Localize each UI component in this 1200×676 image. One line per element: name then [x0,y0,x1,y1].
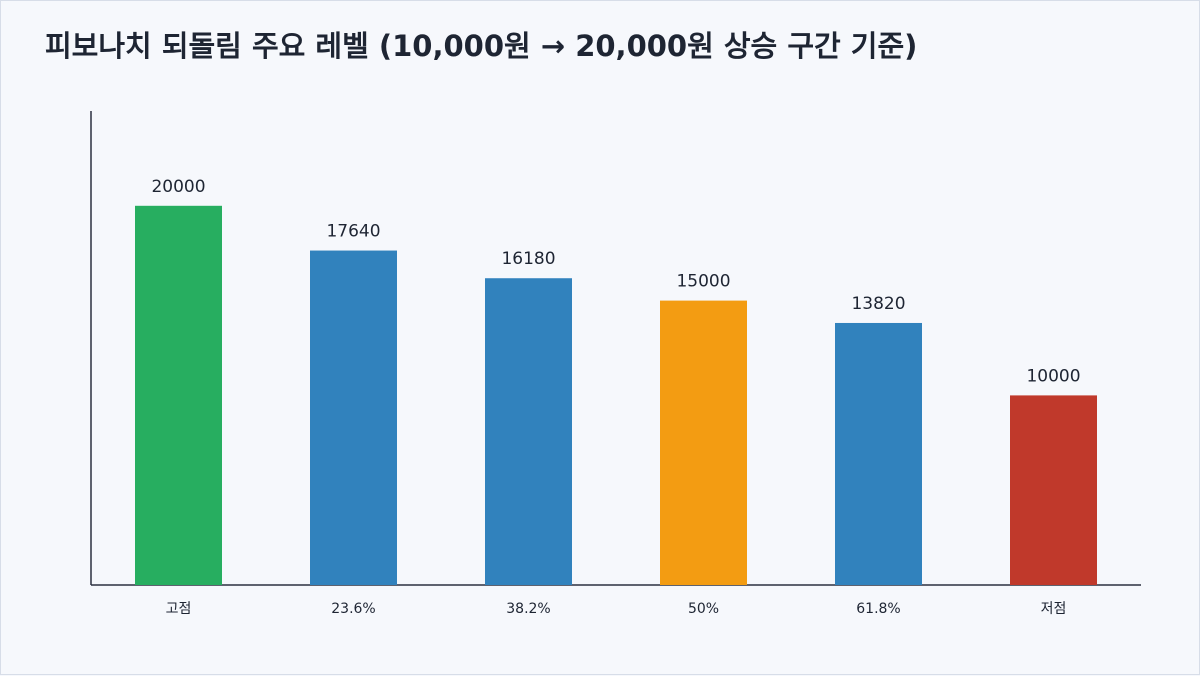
bar-4 [835,322,922,585]
bar-2 [485,278,572,585]
bar-5 [1010,395,1097,585]
data-label-1: 17640 [326,222,380,242]
bar-1 [310,250,397,585]
data-label-0: 20000 [151,177,205,197]
bar-3 [660,300,747,585]
x-tick-label-0: 고점 [166,601,192,617]
data-label-3: 15000 [676,272,730,292]
x-tick-label-3: 50% [688,601,719,617]
x-tick-label-2: 38.2% [506,601,550,617]
x-tick-label-1: 23.6% [331,601,375,617]
bar-0 [135,205,222,586]
data-label-5: 10000 [1026,366,1080,386]
x-tick-label-5: 저점 [1041,601,1067,617]
data-label-2: 16180 [501,249,555,269]
chart-title: 피보나치 되돌림 주요 레벨 (10,000원 → 20,000원 상승 구간 … [45,29,918,63]
x-tick-label-4: 61.8% [856,601,900,617]
data-label-4: 13820 [851,294,905,314]
